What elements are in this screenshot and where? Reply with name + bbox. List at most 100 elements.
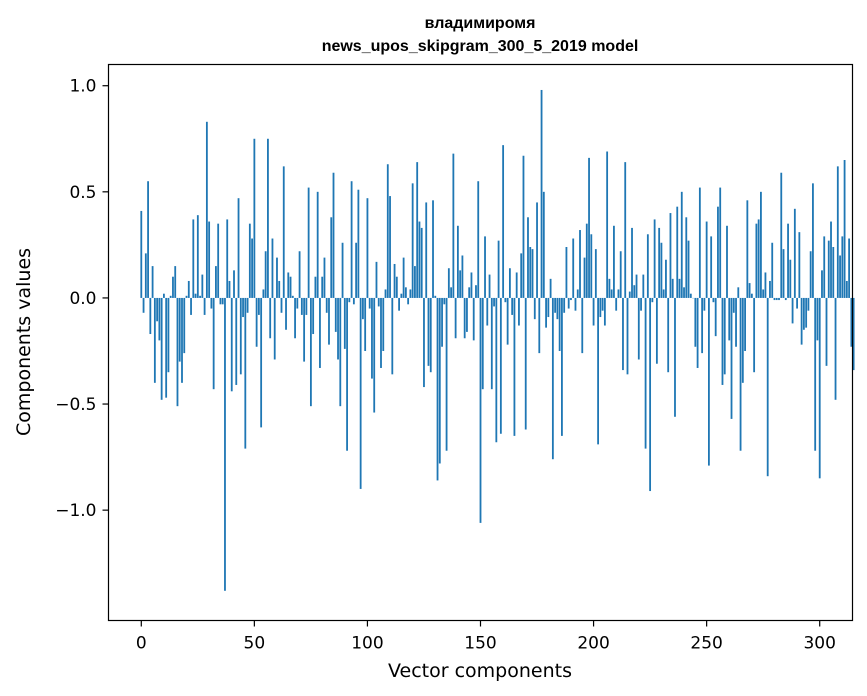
bar-component-84 [330, 217, 333, 298]
bar-component-313 [848, 238, 851, 298]
bar-component-161 [504, 297, 507, 303]
bar-component-3 [147, 181, 149, 298]
bar-component-11 [165, 297, 168, 398]
bar-component-168 [520, 253, 523, 298]
bar-component-289 [793, 208, 796, 298]
bar-component-68 [294, 297, 296, 339]
bar-component-117 [404, 287, 407, 298]
bar-component-243 [689, 293, 692, 298]
bar-component-19 [183, 297, 186, 354]
bar-component-288 [791, 297, 794, 324]
bar-component-242 [687, 240, 690, 298]
y-tick-label: −1.0 [55, 501, 96, 521]
bar-component-31 [210, 297, 213, 309]
chart-title-line1: владимиромя [425, 15, 536, 32]
x-tick-label: 250 [690, 634, 722, 654]
bar-component-101 [368, 297, 371, 309]
bar-component-199 [590, 234, 593, 298]
bar-component-287 [789, 259, 792, 298]
bar-component-174 [533, 297, 536, 320]
bar-component-66 [289, 276, 292, 298]
x-tick-label: 0 [136, 634, 147, 654]
bar-component-59 [273, 297, 276, 360]
bar-component-29 [205, 121, 208, 298]
bar-component-220 [637, 297, 640, 360]
bar-component-309 [839, 255, 841, 298]
bar-component-153 [486, 297, 489, 326]
bar-component-0 [140, 210, 143, 298]
bar-component-114 [398, 297, 400, 311]
bar-component-28 [203, 297, 206, 315]
bar-component-42 [235, 297, 238, 385]
bar-component-96 [357, 189, 360, 298]
y-axis-ticks: −1.0 −0.5 0.0 0.5 1.0 [55, 77, 109, 521]
bar-component-141 [459, 270, 462, 298]
bar-component-265 [739, 297, 742, 451]
bar-component-79 [319, 297, 321, 368]
chart-title-line2: news_upos_skipgram_300_5_2019 model [322, 38, 639, 55]
bar-component-286 [787, 223, 789, 298]
bar-component-295 [807, 297, 810, 311]
bar-component-132 [438, 297, 441, 464]
bar-component-252 [710, 236, 713, 298]
bar-component-146 [470, 272, 473, 298]
bar-component-107 [382, 297, 385, 351]
bar-component-112 [393, 263, 396, 298]
bar-component-140 [456, 225, 459, 298]
bar-component-136 [447, 268, 450, 298]
bar-component-284 [782, 249, 785, 298]
bar-component-247 [698, 187, 701, 298]
bar-component-231 [662, 289, 665, 298]
bar-component-184 [556, 297, 559, 320]
bar-component-237 [676, 206, 679, 298]
bar-component-258 [723, 297, 726, 375]
bar-component-273 [757, 219, 760, 298]
bar-component-291 [798, 232, 801, 298]
bar-component-312 [845, 280, 848, 298]
bars-group [140, 89, 855, 591]
bar-component-213 [622, 297, 624, 371]
bar-component-147 [472, 297, 475, 341]
bar-component-49 [251, 238, 253, 298]
bar-component-249 [703, 297, 706, 311]
bar-component-58 [271, 238, 274, 298]
bar-component-108 [384, 289, 387, 298]
bar-component-301 [821, 270, 823, 298]
bar-component-130 [434, 295, 437, 298]
bar-component-67 [291, 295, 294, 298]
bar-component-46 [244, 297, 247, 449]
bar-component-268 [746, 200, 749, 298]
bar-component-75 [309, 297, 312, 407]
bar-component-8 [158, 297, 161, 341]
bar-component-143 [463, 297, 466, 339]
bar-component-183 [554, 297, 557, 313]
bar-component-137 [450, 287, 453, 298]
bar-component-17 [178, 297, 181, 362]
bar-component-194 [579, 230, 581, 298]
x-tick-label: 200 [577, 634, 609, 654]
bar-component-123 [418, 221, 421, 298]
bar-component-181 [549, 278, 552, 298]
bar-component-25 [196, 215, 199, 298]
bar-component-87 [337, 297, 339, 360]
bar-component-80 [321, 276, 324, 298]
bar-component-18 [181, 297, 183, 383]
bar-component-109 [386, 164, 389, 298]
bar-component-16 [176, 297, 179, 407]
bar-component-93 [350, 181, 353, 298]
bar-component-151 [481, 297, 484, 390]
bar-component-272 [755, 223, 758, 298]
bar-component-251 [708, 297, 710, 466]
bar-component-5 [151, 266, 154, 298]
bar-component-229 [658, 227, 661, 298]
bar-component-127 [427, 297, 430, 366]
bar-component-139 [454, 297, 457, 339]
bar-component-262 [732, 297, 735, 313]
bar-component-215 [626, 297, 629, 375]
bar-component-240 [683, 287, 685, 298]
bar-component-78 [316, 191, 319, 298]
bar-component-185 [558, 297, 561, 351]
bar-component-51 [255, 297, 258, 347]
bar-component-225 [649, 297, 652, 492]
